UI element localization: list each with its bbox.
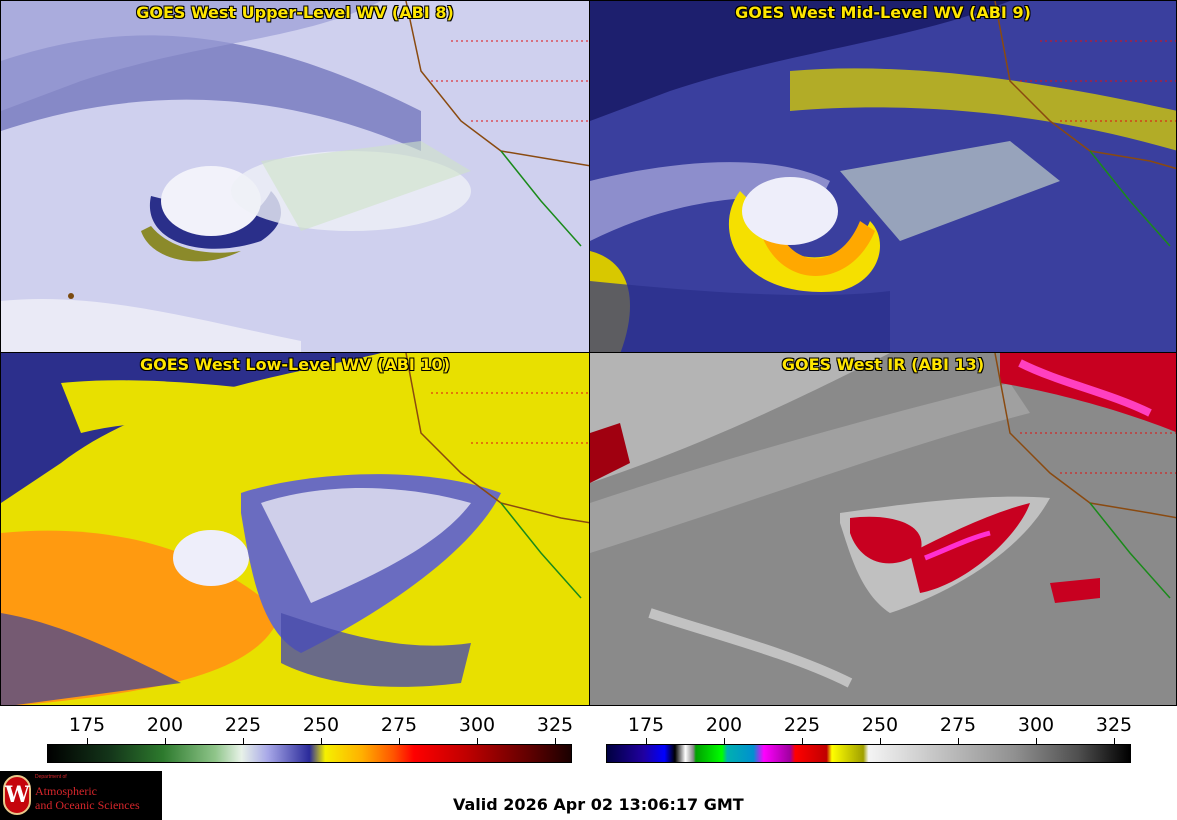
- panel-title: GOES West Upper-Level WV (ABI 8): [136, 3, 454, 22]
- mid-level-wv-panel: GOES West Mid-Level WV (ABI 9): [589, 0, 1177, 353]
- ir-tick-label: 175: [627, 714, 665, 736]
- aos-logo: W Department of Atmospheric and Oceanic …: [0, 771, 162, 820]
- valid-time: Valid 2026 Apr 02 13:06:17 GMT: [453, 795, 744, 814]
- wv-tick-mark: [87, 738, 88, 744]
- panel-title: GOES West Low-Level WV (ABI 10): [139, 355, 450, 374]
- wv-tick-mark: [555, 738, 556, 744]
- ir-tick-mark: [880, 738, 881, 744]
- wv-tick-mark: [165, 738, 166, 744]
- ir-tick-mark: [802, 738, 803, 744]
- ir-tick-label: 275: [939, 714, 977, 736]
- upper-level-wv-image: [1, 1, 589, 352]
- wv-tick-label: 225: [224, 714, 262, 736]
- wv-tick-mark: [399, 738, 400, 744]
- wv-tick-label: 175: [68, 714, 106, 736]
- ir-colorbar: [606, 744, 1131, 763]
- wv-colorbar: [47, 744, 572, 763]
- ir-tick-label: 250: [861, 714, 899, 736]
- wv-tick-mark: [243, 738, 244, 744]
- ir-tick-label: 225: [783, 714, 821, 736]
- ir-image: [590, 353, 1176, 705]
- wv-tick-mark: [321, 738, 322, 744]
- uw-seal-icon: W: [3, 775, 31, 815]
- logo-line1: Atmospheric: [35, 784, 97, 798]
- panel-title: GOES West IR (ABI 13): [781, 355, 985, 374]
- logo-dept-text: Department of: [35, 774, 67, 780]
- wv-tick-label: 300: [458, 714, 496, 736]
- mid-level-wv-image: [590, 1, 1176, 352]
- ir-tick-mark: [646, 738, 647, 744]
- wv-tick-label: 275: [380, 714, 418, 736]
- wv-tick-label: 250: [302, 714, 340, 736]
- logo-line2: and Oceanic Sciences: [35, 798, 140, 812]
- ir-tick-label: 300: [1017, 714, 1055, 736]
- ir-tick-label: 200: [705, 714, 743, 736]
- ir-tick-mark: [724, 738, 725, 744]
- ir-tick-mark: [1114, 738, 1115, 744]
- upper-level-wv-panel: GOES West Upper-Level WV (ABI 8): [0, 0, 590, 353]
- panel-title: GOES West Mid-Level WV (ABI 9): [735, 3, 1031, 22]
- wv-tick-label: 325: [536, 714, 574, 736]
- low-level-wv-image: [1, 353, 589, 705]
- wv-tick-label: 200: [146, 714, 184, 736]
- ir-tick-label: 325: [1095, 714, 1133, 736]
- ir-panel: GOES West IR (ABI 13): [589, 352, 1177, 706]
- low-level-wv-panel: GOES West Low-Level WV (ABI 10): [0, 352, 590, 706]
- wv-tick-mark: [477, 738, 478, 744]
- ir-tick-mark: [1036, 738, 1037, 744]
- ir-tick-mark: [958, 738, 959, 744]
